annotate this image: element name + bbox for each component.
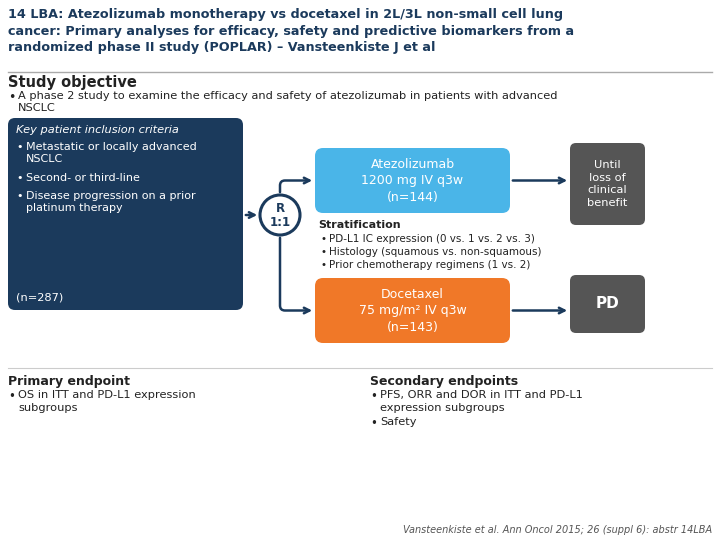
FancyBboxPatch shape	[315, 148, 510, 213]
Text: •: •	[320, 247, 326, 257]
Text: •: •	[8, 91, 15, 104]
Text: A phase 2 study to examine the efficacy and safety of atezolizumab in patients w: A phase 2 study to examine the efficacy …	[18, 91, 557, 101]
Text: Atezolizumab
1200 mg IV q3w
(n=144): Atezolizumab 1200 mg IV q3w (n=144)	[361, 158, 464, 204]
Text: •: •	[16, 191, 22, 201]
Text: Prior chemotherapy regimens (1 vs. 2): Prior chemotherapy regimens (1 vs. 2)	[329, 260, 531, 270]
Text: R
1:1: R 1:1	[269, 201, 291, 228]
Text: Until
loss of
clinical
benefit: Until loss of clinical benefit	[588, 160, 628, 208]
Text: Safety: Safety	[380, 417, 416, 427]
Text: •: •	[320, 234, 326, 244]
Text: Second- or third-line: Second- or third-line	[26, 173, 140, 183]
Text: Study objective: Study objective	[8, 75, 137, 90]
FancyBboxPatch shape	[570, 275, 645, 333]
Text: •: •	[370, 390, 377, 403]
Text: expression subgroups: expression subgroups	[380, 403, 505, 413]
Text: Secondary endpoints: Secondary endpoints	[370, 375, 518, 388]
Text: •: •	[370, 417, 377, 430]
Text: Key patient inclusion criteria: Key patient inclusion criteria	[16, 125, 179, 135]
Text: Primary endpoint: Primary endpoint	[8, 375, 130, 388]
FancyBboxPatch shape	[570, 143, 645, 225]
Text: Vansteenkiste et al. Ann Oncol 2015; 26 (suppl 6): abstr 14LBA: Vansteenkiste et al. Ann Oncol 2015; 26 …	[403, 525, 712, 535]
Text: subgroups: subgroups	[18, 403, 78, 413]
Text: 14 LBA: Atezolizumab monotherapy vs docetaxel in 2L/3L non-small cell lung
cance: 14 LBA: Atezolizumab monotherapy vs doce…	[8, 8, 574, 54]
Text: PD-L1 IC expression (0 vs. 1 vs. 2 vs. 3): PD-L1 IC expression (0 vs. 1 vs. 2 vs. 3…	[329, 234, 535, 244]
Text: PD: PD	[595, 296, 619, 312]
Text: •: •	[320, 260, 326, 270]
Text: NSCLC: NSCLC	[18, 103, 55, 113]
Text: •: •	[16, 173, 22, 183]
Text: Metastatic or locally advanced
NSCLC: Metastatic or locally advanced NSCLC	[26, 142, 197, 164]
Text: Disease progression on a prior
platinum therapy: Disease progression on a prior platinum …	[26, 191, 196, 213]
Text: Docetaxel
75 mg/m² IV q3w
(n=143): Docetaxel 75 mg/m² IV q3w (n=143)	[359, 287, 467, 334]
Text: •: •	[16, 142, 22, 152]
FancyBboxPatch shape	[315, 278, 510, 343]
FancyBboxPatch shape	[8, 118, 243, 310]
Text: Histology (squamous vs. non-squamous): Histology (squamous vs. non-squamous)	[329, 247, 541, 257]
Text: OS in ITT and PD-L1 expression: OS in ITT and PD-L1 expression	[18, 390, 196, 400]
Text: Stratification: Stratification	[318, 220, 400, 230]
Text: PFS, ORR and DOR in ITT and PD-L1: PFS, ORR and DOR in ITT and PD-L1	[380, 390, 583, 400]
Text: (n=287): (n=287)	[16, 292, 63, 302]
Text: •: •	[8, 390, 15, 403]
Circle shape	[260, 195, 300, 235]
